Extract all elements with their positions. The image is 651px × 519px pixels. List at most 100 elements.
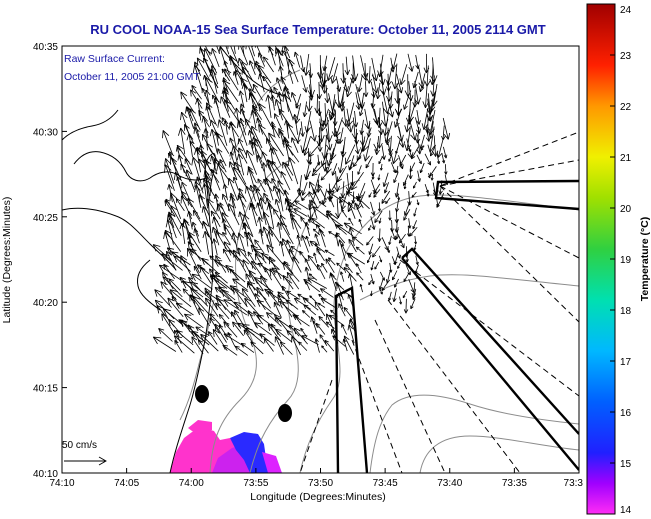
current-vector-head xyxy=(310,199,316,205)
current-vector xyxy=(292,256,302,273)
current-vector xyxy=(250,184,256,202)
current-vector-head xyxy=(234,301,242,304)
current-vector-head xyxy=(181,111,188,119)
current-vector xyxy=(346,173,350,193)
current-vector-head xyxy=(312,320,316,323)
current-vector xyxy=(411,146,419,160)
current-vector xyxy=(238,138,247,156)
current-vector-head xyxy=(271,121,275,126)
current-vector xyxy=(338,292,344,310)
current-vector-head xyxy=(187,241,190,249)
current-vector-head xyxy=(388,86,392,92)
current-vector-head xyxy=(347,324,350,331)
current-vector xyxy=(388,291,392,301)
current-vector xyxy=(240,118,247,136)
current-vector xyxy=(221,212,236,235)
current-vector-head xyxy=(183,218,189,224)
current-vector-head xyxy=(311,316,316,321)
x-tick-label: 73:45 xyxy=(373,478,398,489)
current-annotation-line2: October 11, 2005 21:00 GMT xyxy=(64,71,200,83)
current-vector-head xyxy=(229,137,234,142)
current-vector-head xyxy=(194,185,197,193)
current-vector-head xyxy=(316,247,321,251)
current-vector-head xyxy=(204,170,210,176)
current-vector xyxy=(162,271,174,290)
current-vector-head xyxy=(271,178,277,182)
current-vector xyxy=(187,197,201,220)
current-vector xyxy=(395,182,400,198)
current-vector-head xyxy=(355,105,360,110)
current-vector xyxy=(417,126,420,144)
current-vector-head xyxy=(339,167,344,174)
current-vector-head xyxy=(206,102,213,108)
current-vector-head xyxy=(188,232,190,240)
current-vector xyxy=(238,232,247,257)
current-vector xyxy=(184,313,204,329)
current-vector-head xyxy=(418,86,421,92)
current-vector-head xyxy=(408,67,413,72)
current-vector-head xyxy=(363,73,366,78)
current-vector-head xyxy=(156,305,160,314)
current-vector-head xyxy=(225,265,230,273)
current-vector-head xyxy=(210,119,216,125)
current-vector-head xyxy=(352,236,355,241)
current-vector-head xyxy=(430,153,434,157)
current-vector-head xyxy=(276,91,280,98)
current-vector xyxy=(240,342,255,353)
current-vector-head xyxy=(394,219,398,224)
current-vector-head xyxy=(238,188,244,192)
current-vector-head xyxy=(286,290,292,292)
current-vector-head xyxy=(348,227,351,233)
current-vector-head xyxy=(308,151,311,157)
current-vector xyxy=(203,178,219,202)
current-vector xyxy=(173,335,195,354)
current-vector xyxy=(379,54,384,77)
current-vector-head xyxy=(295,118,301,125)
current-vector xyxy=(382,101,386,127)
current-vector-head xyxy=(253,277,258,284)
current-vector-head xyxy=(427,175,431,179)
current-vector xyxy=(249,60,256,75)
current-vector-head xyxy=(334,233,337,238)
current-vector xyxy=(288,193,302,208)
current-vector-head xyxy=(402,141,406,148)
current-vector-head xyxy=(341,151,343,155)
current-vector xyxy=(348,155,355,171)
dashed-line-1 xyxy=(439,131,579,187)
current-vector-head xyxy=(351,133,356,140)
current-vector xyxy=(197,264,210,275)
current-vector-head xyxy=(373,92,376,98)
current-vector-head xyxy=(197,97,202,104)
current-vector-head xyxy=(381,200,386,204)
current-vector-head xyxy=(418,120,421,125)
current-vector xyxy=(394,278,399,288)
current-vector xyxy=(274,336,284,355)
current-vector-head xyxy=(307,277,312,284)
current-vector-head xyxy=(320,298,325,304)
current-vector-head xyxy=(344,335,350,341)
current-vector-head xyxy=(300,67,305,73)
current-vector-head xyxy=(316,322,321,326)
current-vector-head xyxy=(253,136,259,144)
current-vector xyxy=(233,176,239,191)
current-vector-head xyxy=(305,177,309,181)
current-vector-head xyxy=(325,321,328,325)
current-vector-head xyxy=(213,259,219,267)
current-vector-head xyxy=(420,147,422,151)
current-vector-head xyxy=(381,119,386,127)
current-vector-head xyxy=(392,170,396,174)
current-vector xyxy=(376,135,380,155)
current-vector xyxy=(213,238,218,256)
current-vector xyxy=(164,229,182,252)
current-vector-head xyxy=(410,306,414,310)
current-vector-head xyxy=(165,198,170,202)
current-vector xyxy=(218,286,236,301)
current-vector xyxy=(255,188,265,202)
current-vector-head xyxy=(263,226,269,232)
current-vector-head xyxy=(373,225,376,230)
current-vector-head xyxy=(189,281,194,290)
current-vector-head xyxy=(321,152,325,160)
current-vector xyxy=(206,198,221,220)
current-vector-head xyxy=(218,314,221,319)
current-vector-head xyxy=(429,145,435,153)
